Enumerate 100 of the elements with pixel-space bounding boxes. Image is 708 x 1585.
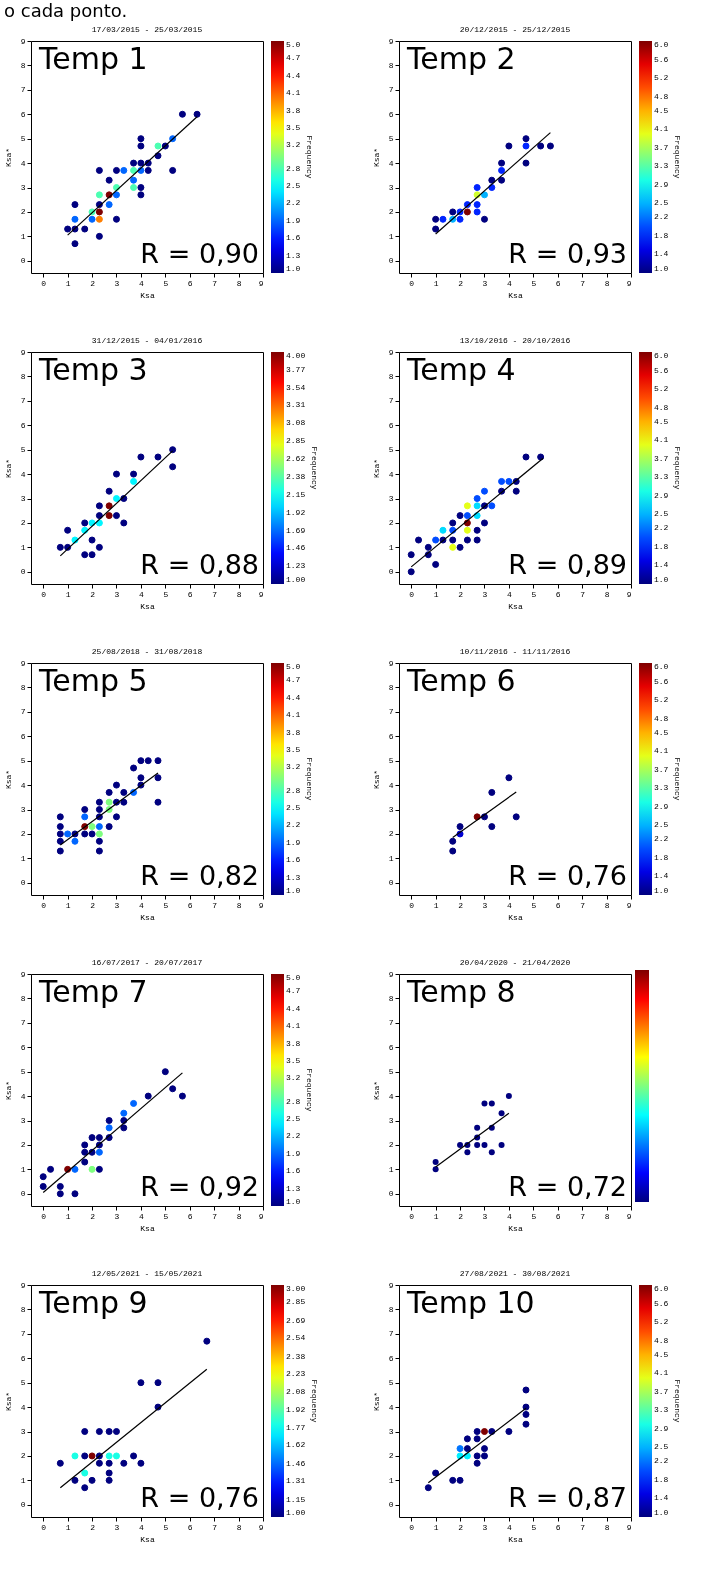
x-tick-label: 7 [212, 1211, 218, 1221]
chart-title: 12/05/2021 - 15/05/2021 [91, 1269, 203, 1278]
point [505, 1428, 513, 1436]
color-bar-label: 3.77 [286, 364, 306, 374]
point [105, 823, 113, 831]
color-bar-label: 1.8 [654, 1474, 669, 1484]
color-bar-title: Frequency [673, 1379, 682, 1423]
y-tick-label: 1 [20, 1164, 26, 1174]
color-bar-label: 4.1 [654, 124, 669, 134]
point [473, 184, 481, 192]
x-tick-label: 5 [163, 589, 169, 599]
annotation: Temp 1 [38, 41, 148, 76]
point [463, 512, 471, 520]
point [456, 215, 464, 223]
point [56, 1459, 64, 1467]
point [88, 1476, 96, 1484]
color-bar-label: 1.0 [654, 575, 669, 584]
annotation: Temp 6 [406, 663, 516, 698]
x-axis-title: Ksa [508, 290, 523, 300]
point [95, 1428, 103, 1436]
color-bar-label: 1.6 [286, 1166, 301, 1176]
chart-title: 25/08/2018 - 31/08/2018 [91, 647, 203, 656]
point [88, 1134, 96, 1142]
point [203, 1337, 211, 1345]
color-bar-title: Frequency [310, 446, 319, 490]
y-tick-label: 1 [388, 1475, 394, 1485]
x-tick-label: 6 [555, 278, 561, 288]
point [537, 142, 545, 150]
annotation: Temp 4 [406, 352, 516, 387]
color-bar-label: 1.8 [654, 230, 669, 240]
x-axis-title: Ksa [508, 1223, 523, 1233]
y-tick-label: 4 [20, 469, 26, 479]
point [456, 1445, 464, 1453]
color-bar-label: 2.38 [286, 1351, 306, 1361]
y-tick-label: 4 [388, 780, 394, 790]
color-bar-label: 3.08 [286, 418, 306, 428]
x-tick-label: 0 [41, 589, 47, 599]
point [71, 215, 79, 223]
point [481, 1141, 488, 1148]
y-tick-label: 9 [20, 969, 26, 979]
y-tick-label: 8 [20, 682, 26, 692]
x-tick-label: 2 [90, 900, 96, 910]
y-tick-label: 3 [388, 183, 394, 193]
x-tick-label: 3 [482, 278, 488, 288]
color-bar-label: 1.4 [654, 249, 669, 259]
y-tick-label: 5 [20, 1378, 26, 1388]
y-tick-label: 4 [20, 158, 26, 168]
color-bar-label: 4.00 [286, 351, 306, 360]
chart-title: 31/12/2015 - 04/01/2016 [91, 336, 203, 345]
point [473, 1435, 481, 1443]
y-tick-label: 9 [388, 1280, 394, 1290]
point [432, 536, 440, 544]
x-tick-label: 0 [41, 900, 47, 910]
x-tick-label: 2 [458, 1211, 464, 1221]
color-bar-label: 2.54 [286, 1333, 306, 1343]
color-bar-label: 4.1 [654, 1368, 669, 1378]
y-tick-label: 6 [388, 731, 394, 741]
point [95, 806, 103, 814]
point [95, 232, 103, 240]
x-tick-label: 6 [555, 1522, 561, 1532]
x-tick-label: 3 [482, 1522, 488, 1532]
x-tick-label: 8 [236, 589, 242, 599]
x-tick-label: 7 [212, 900, 218, 910]
y-tick-label: 8 [388, 371, 394, 381]
annotation: Temp 7 [38, 974, 148, 1009]
x-tick-label: 0 [41, 278, 47, 288]
x-tick-label: 5 [531, 1211, 537, 1221]
point [488, 788, 496, 796]
color-bar-label: 4.7 [286, 986, 301, 996]
x-axis-title: Ksa [508, 912, 523, 922]
chart-title: 10/11/2016 - 11/11/2016 [459, 647, 571, 656]
point [130, 470, 138, 478]
point [120, 1109, 128, 1117]
color-bar-label: 1.0 [286, 1197, 301, 1206]
point [144, 166, 152, 174]
color-bar-label: 4.8 [654, 402, 669, 412]
y-tick-label: 3 [20, 1427, 26, 1437]
color-bar-label: 5.2 [654, 384, 669, 394]
point [505, 774, 513, 782]
point [71, 1476, 79, 1484]
x-axis-title: Ksa [508, 1534, 523, 1544]
point [130, 764, 138, 772]
y-tick-label: 3 [20, 805, 26, 815]
point [137, 1459, 145, 1467]
y-tick-label: 5 [20, 134, 26, 144]
x-tick-label: 3 [482, 589, 488, 599]
x-tick-label: 6 [187, 589, 193, 599]
x-axis-title: Ksa [140, 912, 155, 922]
color-bar-label: 5.0 [286, 40, 301, 49]
x-tick-label: 0 [409, 1211, 415, 1221]
point [95, 830, 103, 838]
color-bar-label: 3.7 [654, 453, 669, 463]
point [522, 142, 530, 150]
point [432, 215, 440, 223]
y-tick-label: 6 [388, 1353, 394, 1363]
x-tick-label: 5 [163, 1522, 169, 1532]
color-bar-label: 1.9 [286, 215, 301, 225]
point [71, 1190, 79, 1198]
color-bar-label: 4.8 [654, 91, 669, 101]
point [56, 847, 64, 855]
